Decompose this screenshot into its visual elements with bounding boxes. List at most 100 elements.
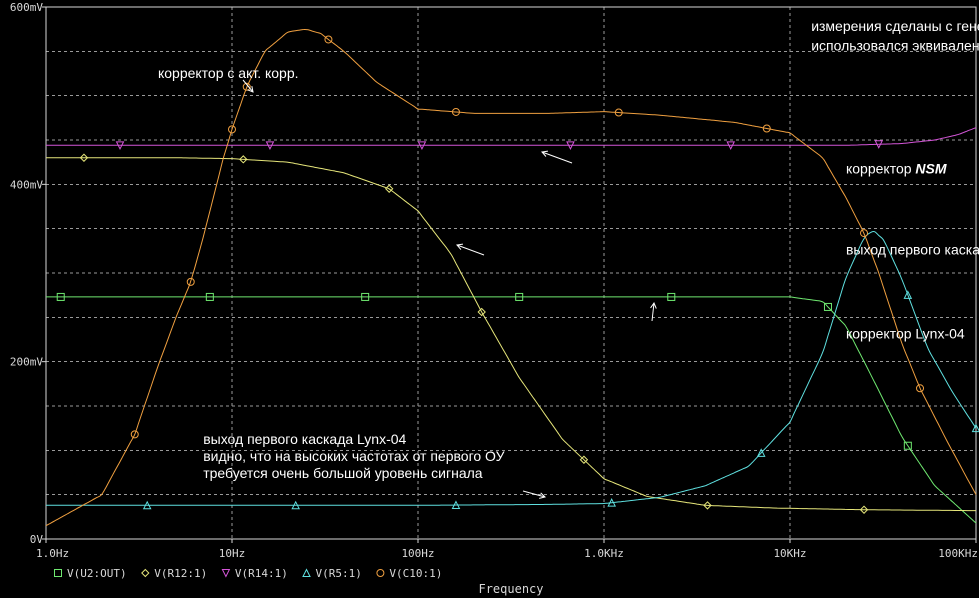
series-marker-diamond [239,155,248,164]
series-marker-square [56,292,65,301]
series-marker-square [54,569,62,577]
series-marker-triangle-down [726,141,736,150]
series-marker-diamond [384,184,394,193]
grid [46,7,976,539]
legend-label: V(C10:1) [389,567,442,580]
series-marker-circle [242,82,251,91]
series-marker-triangle [291,500,300,510]
series-marker-square [205,292,214,301]
annotation-text-span: видно, что на высоких частотах от первог… [203,448,504,464]
annotation-text-span: требуется очень большой уровень сигнала [203,465,483,481]
legend-label: V(U2:OUT) [67,567,127,580]
series-marker-triangle-down [221,569,231,578]
series-marker-circle [324,35,333,44]
series-marker-circle [451,107,460,116]
series-line [46,127,977,146]
series-marker-circle [228,125,236,134]
series-line [45,28,977,527]
series-marker-triangle-down [265,141,275,150]
series-marker-diamond [859,505,869,514]
annotation-text: корректор NSM [846,161,947,177]
annotation-text-span: корректор Lynx-04 [846,326,965,342]
legend: V(U2:OUT) V(R12:1) V(R14:1) V(R5:1) V(C10:1) [54,567,442,580]
x-tick-label: 10KHz [773,547,806,560]
y-axis-ticks: 0V 200mV 400mV 600mV [10,1,46,546]
series-marker-triangle [903,290,913,299]
annotation-text: выход первого каскада Lynx-04 [203,431,406,447]
annotation-pointers [242,79,657,499]
series-marker-circle [614,108,623,117]
annotation-text-span: измерения сделаны с генератором с обратн… [811,18,979,34]
series-marker-diamond [703,501,712,510]
annotation-text: корректор с акт. корр. [158,65,299,81]
annotation-pointer-line [242,79,254,93]
series-marker-triangle-down [115,141,125,150]
annotation-pointer-line [522,490,546,498]
series-marker-circle [186,277,195,286]
series-line [45,157,976,512]
series-markers [56,35,979,514]
annotation-text: требуется очень большой уровень сигнала [203,465,483,481]
series-marker-triangle [451,500,461,510]
x-axis-label: Frequency [478,582,543,596]
x-tick-label: 1.0Hz [36,547,69,560]
annotation-pointer-line [456,244,485,256]
series-line [46,296,977,524]
series-marker-circle [376,569,385,577]
annotation-pointer-head [456,243,464,250]
y-tick-label: 0V [30,533,44,546]
series-marker-square [515,292,524,301]
series-marker-diamond [579,455,589,464]
series-marker-triangle [142,500,152,510]
legend-label: V(R14:1) [235,567,288,580]
annotation-text-span: использовался эквивалент головки Audio-T… [811,37,979,53]
series-marker-circle [762,124,771,133]
annotation-text: измерения сделаны с генератором с обратн… [811,18,979,34]
series-marker-square [361,292,370,301]
annotation-pointer-head [650,301,657,309]
annotation-pointer-head [247,86,254,93]
plot-frame [45,6,977,540]
annotation-text-span: выход первого каскада Lynx-04 [203,431,406,447]
y-tick-label: 200mV [10,356,43,369]
series-marker-circle [860,229,869,238]
annotation-text: видно, что на высоких частотах от первог… [203,448,504,464]
annotation-text: выход первого каскада NSM [846,241,979,257]
series-marker-triangle [607,498,617,507]
series-marker-triangle [971,423,979,433]
annotation-pointer-line [541,151,573,164]
annotation-text-span: выход первого каскада [846,241,979,257]
series-marker-diamond [141,568,150,578]
series-marker-circle [916,384,925,393]
series-lines [45,28,977,527]
series-marker-square [903,441,912,450]
series-marker-circle [130,430,139,439]
annotation-pointer-head [541,150,549,157]
legend-label: V(R12:1) [154,567,207,580]
x-axis-ticks: 1.0Hz 10Hz 100Hz 1.0KHz 10KHz 100KHz [36,539,978,560]
series-marker-triangle [302,568,311,577]
series-marker-diamond [477,307,486,317]
annotation-pointer-head [539,492,547,499]
series-marker-square [667,292,676,301]
series-marker-diamond [79,153,89,162]
series-marker-triangle [756,448,766,457]
series-marker-square [823,302,832,311]
x-tick-label: 100Hz [401,547,434,560]
x-tick-label: 10Hz [219,547,246,560]
series-marker-triangle-down [566,141,575,150]
annotation-text-span: корректор с акт. корр. [158,65,299,81]
x-tick-label: 100KHz [938,547,978,560]
y-tick-label: 600mV [10,1,43,14]
annotations: измерения сделаны с генератором с обратн… [158,18,979,481]
annotation-text: корректор Lynx-04 [846,326,965,342]
annotation-text: использовался эквивалент головки Audio-T… [811,37,979,53]
series-marker-triangle-down [417,141,427,150]
annotation-text-span: корректор [846,161,915,177]
series-marker-triangle-down [874,140,884,149]
annotation-pointer-line [651,302,655,322]
annotation-bold-span: NSM [915,161,946,177]
legend-label: V(R5:1) [316,567,362,580]
